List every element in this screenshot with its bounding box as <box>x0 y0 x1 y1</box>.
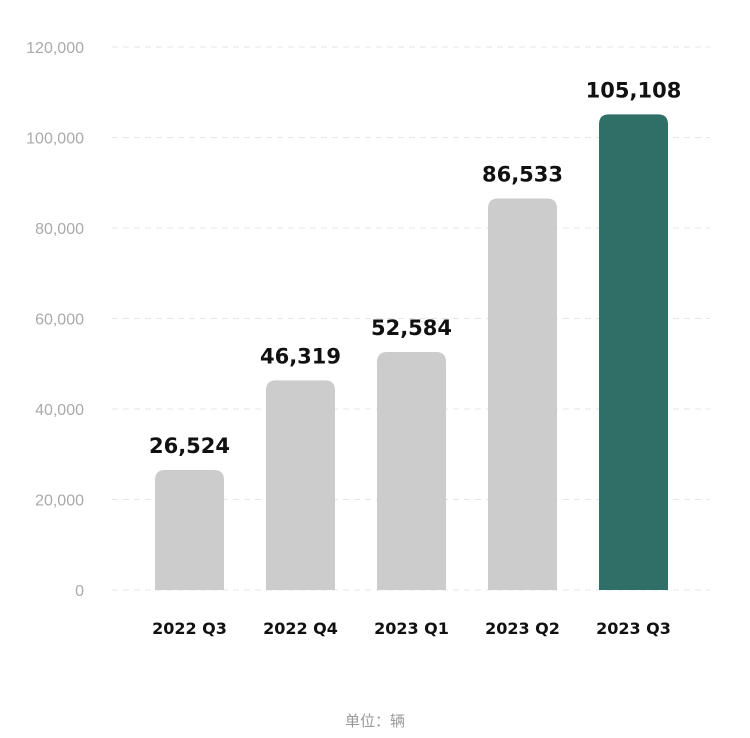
bar <box>155 469 224 590</box>
y-tick-label: 80,000 <box>35 221 84 238</box>
y-axis-ticks: 0 20,000 40,000 60,000 80,000 100,000 120,000 <box>26 40 84 600</box>
x-tick-label: 2023 Q1 <box>374 619 449 638</box>
data-labels: 26,524 46,319 52,584 86,533 105,108 <box>149 78 681 458</box>
x-tick-label: 2023 Q2 <box>485 619 560 638</box>
data-label: 86,533 <box>482 162 563 186</box>
y-tick-label: 20,000 <box>35 493 84 510</box>
data-label: 46,319 <box>260 344 341 368</box>
bars <box>155 114 668 591</box>
x-tick-label: 2022 Q3 <box>152 619 227 638</box>
x-axis-ticks: 2022 Q3 2022 Q4 2023 Q1 2023 Q2 2023 Q3 <box>152 619 671 638</box>
x-tick-label: 2022 Q4 <box>263 619 338 638</box>
y-tick-label: 60,000 <box>35 312 84 329</box>
data-label: 105,108 <box>586 78 682 102</box>
data-label: 52,584 <box>371 316 452 340</box>
bar-chart: 020,00040,00060,00080,000100,000120,000 … <box>26 40 710 638</box>
bar <box>599 114 668 591</box>
bar <box>266 380 335 590</box>
y-tick-label: 120,000 <box>26 40 84 57</box>
bar <box>488 198 557 590</box>
unit-note: 单位：辆 <box>344 712 405 730</box>
x-tick-label: 2023 Q3 <box>596 619 671 638</box>
data-label: 26,524 <box>149 434 230 458</box>
bar <box>377 352 446 590</box>
y-tick-label: 40,000 <box>35 402 84 419</box>
y-tick-label: 0 <box>75 583 84 600</box>
y-tick-label: 100,000 <box>26 131 84 148</box>
